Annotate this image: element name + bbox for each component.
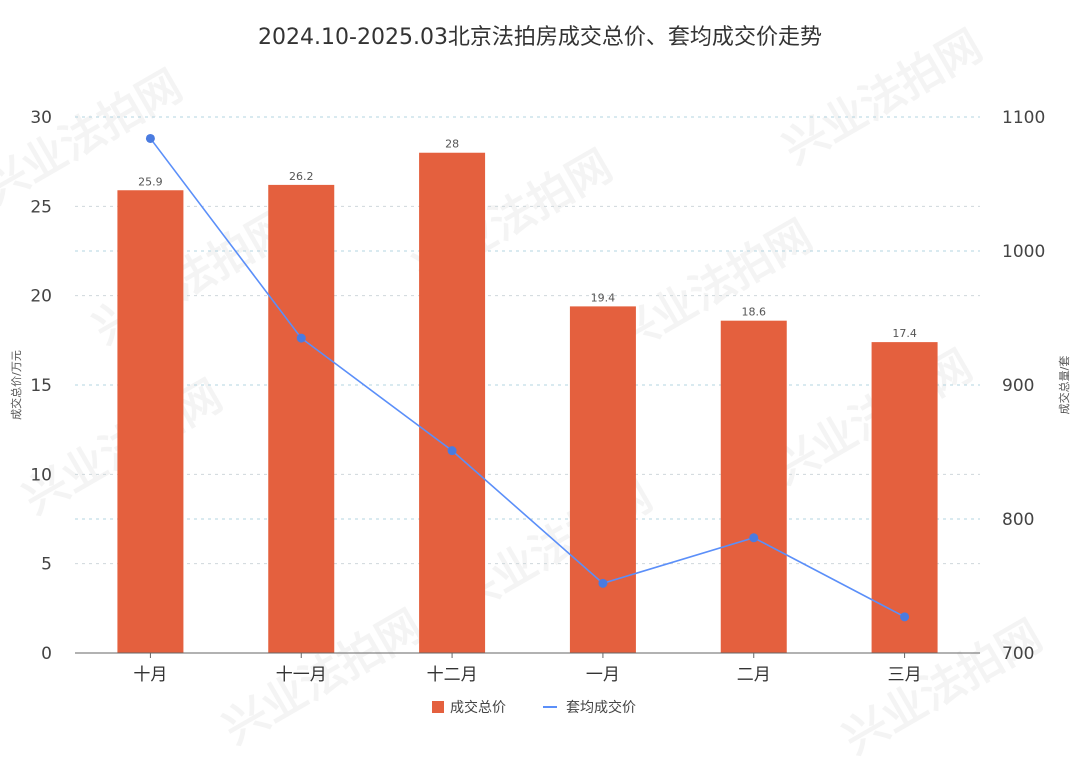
y-axis-left-label: 成交总价/万元 [9,350,23,420]
watermark-text: 兴业法拍网 [605,210,821,364]
bar-data-label: 19.4 [591,291,616,304]
y-left-tick-label: 10 [30,465,52,485]
line-point [447,446,457,456]
line-point [296,333,306,343]
y-right-tick-label: 700 [1002,644,1034,664]
chart-title: 2024.10-2025.03北京法拍房成交总价、套均成交价走势 [258,25,822,50]
y-right-tick-label: 900 [1002,376,1034,396]
x-tick-label: 三月 [888,665,922,685]
y-left-tick-label: 20 [30,287,52,307]
bar [569,306,636,653]
y-left-tick-label: 25 [30,197,52,217]
y-axis-right-label: 成交总量/套 [1057,356,1071,415]
line-point [900,612,910,622]
y-left-tick-label: 30 [30,108,52,128]
legend-line-label: 套均成交价 [566,699,636,716]
bar-data-label: 17.4 [892,327,917,340]
y-right-tick-label: 1100 [1002,108,1045,128]
bar [419,152,486,653]
line-point [749,533,759,543]
bar-data-label: 28 [445,138,459,151]
legend-bar-swatch [432,701,444,713]
line-point [598,578,608,588]
bar-series: 25.9 26.2 28 19.4 18.6 17.4 [117,138,938,654]
bar [117,190,184,653]
axes: 0 5 10 15 20 25 30 700 800 900 1000 1100 十月 十一月 十二月 一月 二… [30,108,1045,685]
watermark-text: 兴业法拍网 [835,610,1051,764]
line-point [145,133,155,143]
bar-data-label: 25.9 [138,175,163,188]
bar [871,342,938,653]
y-left-tick-label: 15 [30,376,52,396]
bar-data-label: 26.2 [289,170,314,183]
bar [268,184,335,654]
bar [720,320,787,653]
y-right-tick-label: 1000 [1002,242,1045,262]
x-tick-label: 一月 [586,665,620,685]
x-tick-label: 十二月 [427,665,478,685]
legend-bar-label: 成交总价 [450,699,506,716]
line-series [145,133,910,622]
y-left-tick-label: 5 [41,555,52,575]
line-path [149,137,905,618]
x-tick-label: 二月 [737,665,771,685]
y-left-tick-label: 0 [41,644,52,664]
x-tick-label: 十一月 [276,665,327,685]
x-tick-label: 十月 [133,665,167,685]
y-right-tick-label: 800 [1002,510,1034,530]
bar-data-label: 18.6 [742,306,767,319]
legend: 成交总价 套均成交价 [432,699,636,716]
